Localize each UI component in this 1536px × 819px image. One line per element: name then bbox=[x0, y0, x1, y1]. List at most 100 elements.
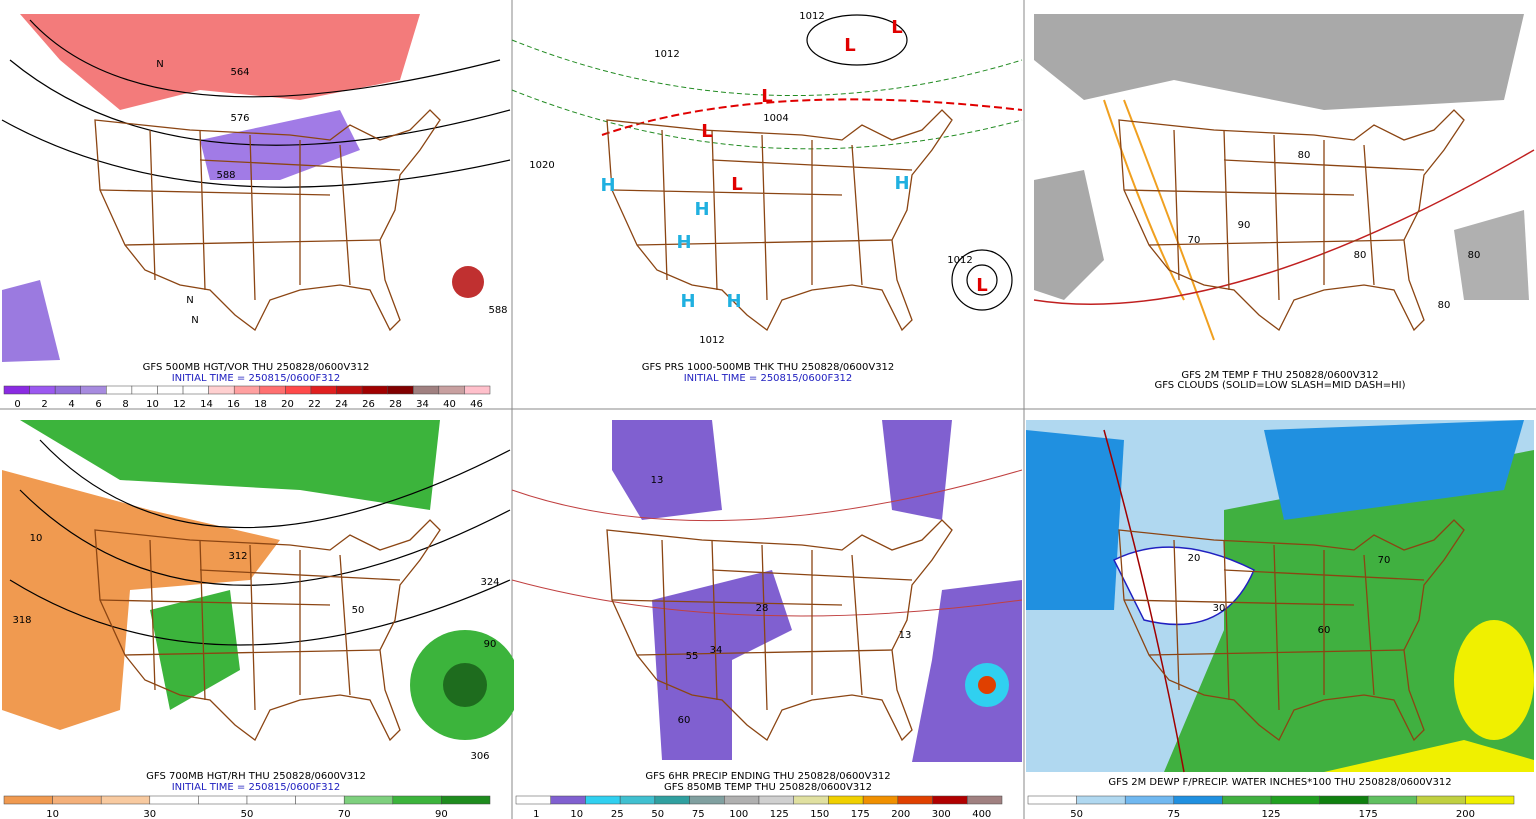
colorbar-swatch bbox=[343, 795, 394, 805]
pw-area bbox=[1164, 450, 1534, 772]
colorbar-label: 6 bbox=[95, 399, 101, 410]
colorbar-label: 300 bbox=[932, 809, 951, 819]
colorbar-swatch bbox=[1076, 795, 1126, 805]
colorbar-swatch bbox=[689, 795, 725, 805]
vorticity-area bbox=[452, 266, 484, 298]
map-label: 588 bbox=[488, 305, 507, 316]
precip-area bbox=[978, 676, 996, 694]
colorbar-swatch bbox=[1270, 795, 1320, 805]
colorbar-swatch bbox=[619, 795, 656, 805]
colorbar-label: 50 bbox=[241, 809, 254, 819]
colorbar-label: 4 bbox=[68, 399, 74, 410]
map-bg bbox=[514, 14, 1022, 364]
caption: GFS PRS 1000-500MB THK THU 250828/0600V3… bbox=[642, 362, 895, 373]
map-label: 20 bbox=[1188, 553, 1201, 564]
map-label: N bbox=[191, 315, 198, 326]
panel: 312 318 324 306 90 50 10 GFS 700MB HGT/R… bbox=[2, 420, 520, 793]
colorbar-swatch bbox=[392, 795, 442, 805]
map-label: 80 bbox=[1354, 250, 1367, 261]
thickness-contour bbox=[601, 98, 1023, 136]
cloud-area bbox=[1034, 14, 1524, 110]
colorbar-label: 14 bbox=[200, 399, 213, 410]
colorbar-swatch bbox=[550, 795, 586, 805]
pressure-center: L bbox=[701, 121, 712, 142]
colorbar-label: 50 bbox=[651, 809, 664, 819]
colorbar-swatch bbox=[131, 385, 158, 395]
contour bbox=[1, 19, 511, 188]
colorbar-swatch bbox=[310, 385, 337, 395]
panel: 564 576 588 588 N N N GFS 500MB HGT/VOR … bbox=[1, 14, 511, 384]
map-label: 70 bbox=[1378, 555, 1391, 566]
pressure-center: L bbox=[731, 174, 742, 195]
map-label: 55 bbox=[686, 651, 699, 662]
caption: INITIAL TIME = 250815/0600F312 bbox=[172, 373, 341, 384]
colorbar-label: 0 bbox=[14, 399, 20, 410]
colorbar-swatch bbox=[1319, 795, 1369, 805]
cloud-area bbox=[1034, 170, 1104, 300]
colorbar-swatch bbox=[100, 795, 151, 805]
rh-area bbox=[2, 470, 280, 730]
colorbar-swatch bbox=[29, 385, 56, 395]
vorticity-area bbox=[2, 280, 60, 362]
pressure-center: H bbox=[680, 291, 695, 312]
pressure-center: H bbox=[676, 232, 691, 253]
map-label: 80 bbox=[1298, 150, 1311, 161]
map-label: 312 bbox=[228, 551, 247, 562]
colorbar-swatch bbox=[1367, 795, 1418, 805]
map-label: 70 bbox=[1188, 235, 1201, 246]
precip-area bbox=[652, 570, 792, 760]
colorbar-swatch bbox=[897, 795, 933, 805]
map-label: 10 bbox=[30, 533, 43, 544]
colorbar-label: 2 bbox=[41, 399, 47, 410]
colorbar-label: 50 bbox=[1070, 809, 1083, 819]
cloud-area bbox=[1454, 210, 1529, 300]
temp-contour bbox=[511, 469, 1023, 617]
pressure-center: H bbox=[694, 199, 709, 220]
panel: L L L L L L H H H H H H 1012 1012 1020 1… bbox=[511, 11, 1023, 384]
dewpoint-contour bbox=[1103, 429, 1185, 773]
pw-area bbox=[1324, 740, 1534, 772]
colorbar-swatch bbox=[54, 385, 81, 395]
map-label: 1012 bbox=[947, 255, 972, 266]
colorbar-label: 40 bbox=[443, 399, 456, 410]
colorbar-swatch bbox=[259, 385, 286, 395]
map-label: N bbox=[156, 59, 163, 70]
caption: GFS 850MB TEMP THU 250828/0600V312 bbox=[664, 782, 872, 793]
caption: GFS 500MB HGT/VOR THU 250828/0600V312 bbox=[143, 362, 370, 373]
colorbar-swatch bbox=[464, 385, 491, 395]
pw-area bbox=[1026, 430, 1124, 610]
colorbar-swatch bbox=[1124, 795, 1175, 805]
isobar bbox=[966, 264, 998, 296]
colorbar-swatch bbox=[246, 795, 296, 805]
pressure-center: L bbox=[976, 275, 987, 296]
colorbar-label: 24 bbox=[335, 399, 348, 410]
colorbar-label: 10 bbox=[570, 809, 583, 819]
pw-area bbox=[1264, 420, 1524, 520]
colorbar-label: 10 bbox=[146, 399, 159, 410]
caption: GFS 2M DEWP F/PRECIP. WATER INCHES*100 T… bbox=[1108, 777, 1451, 788]
caption: INITIAL TIME = 250815/0600F312 bbox=[684, 373, 853, 384]
colorbar-label: 400 bbox=[972, 809, 991, 819]
colorbar-label: 18 bbox=[254, 399, 267, 410]
colorbar-label: 70 bbox=[338, 809, 351, 819]
colorbar-label: 90 bbox=[435, 809, 448, 819]
map-label: 324 bbox=[480, 577, 499, 588]
panel: 80 80 70 90 80 80 GFS 2M TEMP F THU 2508… bbox=[1026, 14, 1535, 391]
colorbar-swatch bbox=[387, 385, 414, 395]
colorbar-swatch bbox=[515, 795, 551, 805]
colorbar-label: 25 bbox=[611, 809, 624, 819]
map-label: 306 bbox=[470, 751, 489, 762]
colorbar-swatch bbox=[441, 795, 491, 805]
colorbar-swatch bbox=[758, 795, 794, 805]
map-label: N bbox=[186, 295, 193, 306]
colorbar-swatch bbox=[295, 795, 345, 805]
colorbar-label: 20 bbox=[281, 399, 294, 410]
pressure-center: H bbox=[600, 175, 615, 196]
precip-area bbox=[912, 580, 1022, 762]
colorbar-swatch bbox=[932, 795, 968, 805]
colorbar-swatch bbox=[967, 795, 1003, 805]
map-label: 80 bbox=[1438, 300, 1451, 311]
map-label: 1020 bbox=[529, 160, 554, 171]
map-label: 90 bbox=[1238, 220, 1251, 231]
panel: 13 28 34 55 60 13 GFS 6HR PRECIP ENDING … bbox=[511, 420, 1023, 793]
